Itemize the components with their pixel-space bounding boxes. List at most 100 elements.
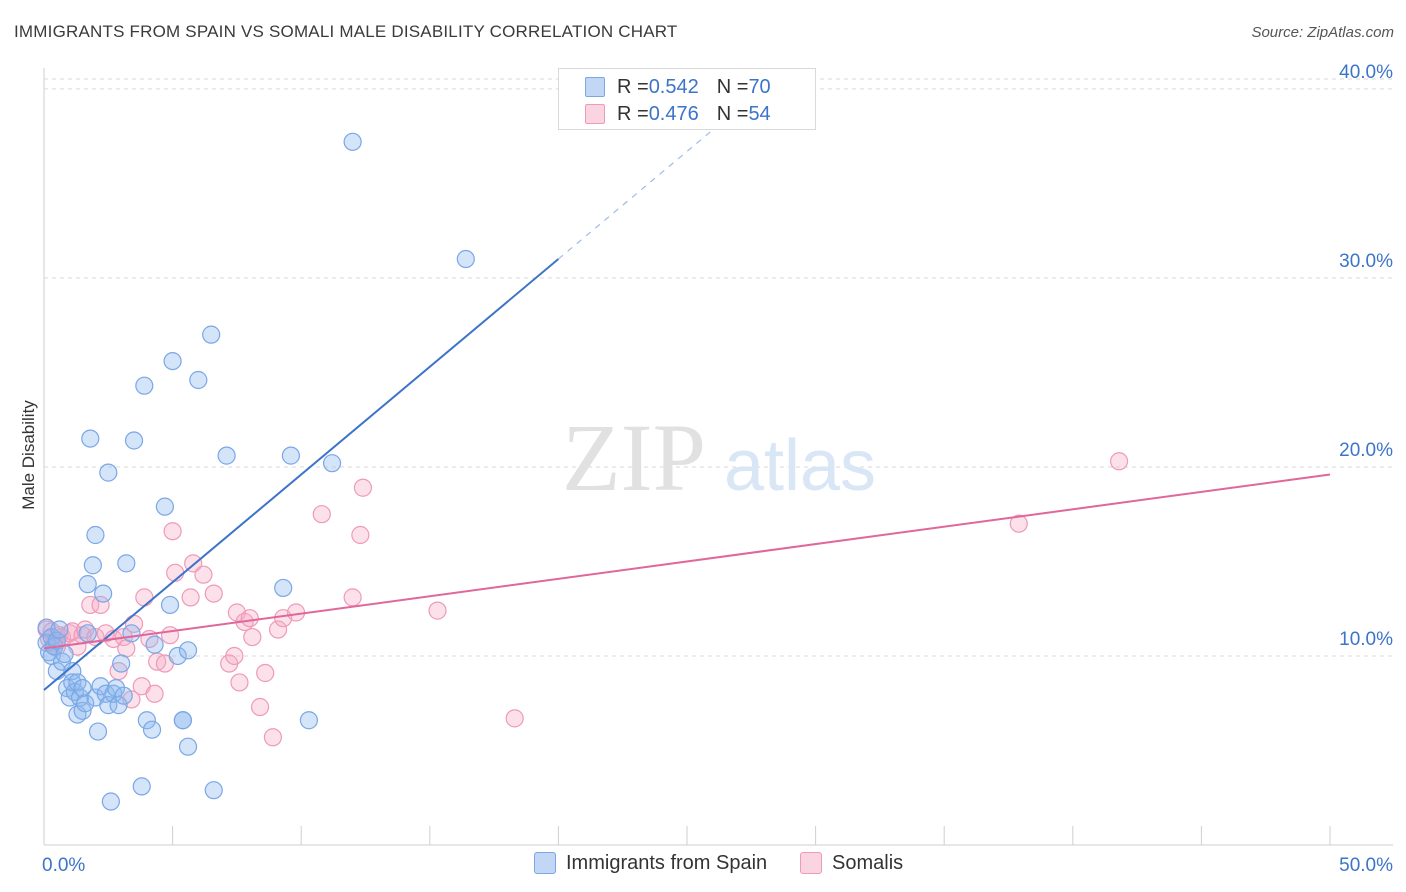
somali-point — [286, 603, 306, 622]
spain-point — [101, 792, 120, 811]
somali-point — [353, 478, 373, 497]
somali-point — [225, 646, 244, 666]
spain-point — [299, 711, 319, 730]
spain-point — [68, 673, 87, 692]
spain-point — [456, 249, 475, 269]
y-tick-label: 10.0% — [1339, 629, 1393, 650]
legend-r-label: R = — [617, 102, 649, 125]
spain-point — [142, 720, 162, 739]
spain-point — [178, 641, 198, 660]
spain-point — [281, 446, 301, 465]
spain-point — [114, 686, 133, 705]
spain-point — [160, 595, 180, 615]
spain-point — [117, 554, 136, 573]
spain-point — [73, 679, 92, 698]
correlation-legend: R = 0.542 N = 70 R = 0.476 N = 54 — [558, 68, 816, 130]
somali-point — [240, 609, 259, 628]
spain-point — [178, 737, 198, 756]
somali-point — [1009, 514, 1028, 533]
watermark: ZIP atlas — [562, 404, 876, 511]
source-label: Source: ZipAtlas.com — [1251, 24, 1394, 41]
somali-point — [181, 588, 200, 607]
somali-point — [163, 522, 182, 541]
tick-labels: 10.0% 20.0% 30.0% 40.0% 0.0% 50.0% — [42, 62, 1393, 876]
somali-point — [166, 563, 185, 582]
somali-point — [263, 728, 283, 747]
spain-point — [76, 694, 95, 713]
legend-n-value: 70 — [748, 75, 771, 98]
somali-point — [160, 626, 180, 645]
somali-point — [505, 709, 524, 728]
spain-point — [78, 575, 97, 594]
bottom-legend-swatch-spain — [534, 852, 556, 874]
bottom-legend-spain[interactable]: Immigrants from Spain — [534, 850, 767, 876]
spain-point — [83, 556, 102, 575]
spain-point — [124, 431, 144, 450]
spain-point — [155, 497, 174, 516]
spain-point — [132, 777, 151, 796]
bottom-legend-swatch-somalis — [800, 852, 822, 874]
spain-point — [86, 525, 105, 545]
bottom-legend-label-somalis: Somalis — [832, 851, 904, 874]
somali-point — [135, 588, 154, 607]
bottom-legend-label-spain: Immigrants from Spain — [566, 851, 768, 874]
axes — [43, 68, 1393, 846]
spain-point — [274, 578, 293, 598]
legend-row-spain: R = 0.542 N = 70 — [585, 75, 771, 99]
somali-point — [250, 697, 270, 717]
legend-swatch-somalis — [585, 104, 605, 124]
somali-point — [145, 684, 164, 703]
somali-point — [256, 663, 275, 683]
spain-point — [96, 684, 115, 703]
spain-point — [217, 446, 236, 465]
somali-point — [117, 639, 136, 658]
spain-point — [145, 635, 164, 654]
legend-r-value: 0.542 — [648, 75, 699, 98]
trend-line-somalis — [43, 473, 1331, 650]
y-tick-label: 30.0% — [1339, 251, 1393, 272]
bottom-legend-somalis[interactable]: Somalis — [800, 850, 903, 876]
somali-point — [81, 595, 100, 615]
legend-row-somalis: R = 0.476 N = 54 — [585, 102, 771, 126]
chart-title: IMMIGRANTS FROM SPAIN VS SOMALI MALE DIS… — [14, 22, 678, 41]
spain-point — [88, 722, 108, 741]
spain-point — [94, 584, 113, 603]
somali-point — [268, 620, 288, 639]
trend-lines — [43, 118, 1331, 691]
somali-point — [194, 565, 213, 584]
spain-point — [78, 624, 97, 643]
spain-point — [163, 351, 182, 371]
trend-line-spain-extension — [558, 118, 726, 260]
somali-point — [428, 601, 447, 620]
data-points — [37, 132, 1129, 811]
x-tick-label: 50.0% — [1339, 855, 1393, 876]
spain-point — [168, 646, 187, 666]
legend-r-value: 0.476 — [648, 102, 699, 125]
somali-point — [351, 525, 370, 545]
somali-point — [91, 595, 110, 615]
grid-lines — [44, 78, 1395, 657]
somali-point — [343, 588, 362, 607]
legend-r-label: R = — [617, 75, 649, 98]
spain-point — [173, 711, 192, 730]
spain-point — [189, 370, 208, 390]
spain-point — [99, 463, 118, 482]
y-tick-label: 20.0% — [1339, 440, 1393, 461]
spain-point — [50, 620, 69, 639]
spain-point — [202, 325, 221, 344]
spain-point — [55, 644, 74, 664]
spain-point — [204, 781, 223, 800]
legend-n-label: N = — [716, 75, 749, 98]
somali-point — [230, 673, 249, 692]
legend-n-label: N = — [716, 102, 749, 125]
somali-point — [204, 584, 223, 603]
legend-n-value: 54 — [748, 102, 771, 125]
legend-swatch-spain — [585, 77, 605, 97]
spain-point — [109, 696, 128, 715]
spain-point — [99, 696, 118, 715]
y-tick-label: 40.0% — [1339, 62, 1393, 83]
spain-point — [81, 429, 100, 448]
spain-point — [135, 376, 154, 395]
spain-point — [322, 454, 342, 473]
